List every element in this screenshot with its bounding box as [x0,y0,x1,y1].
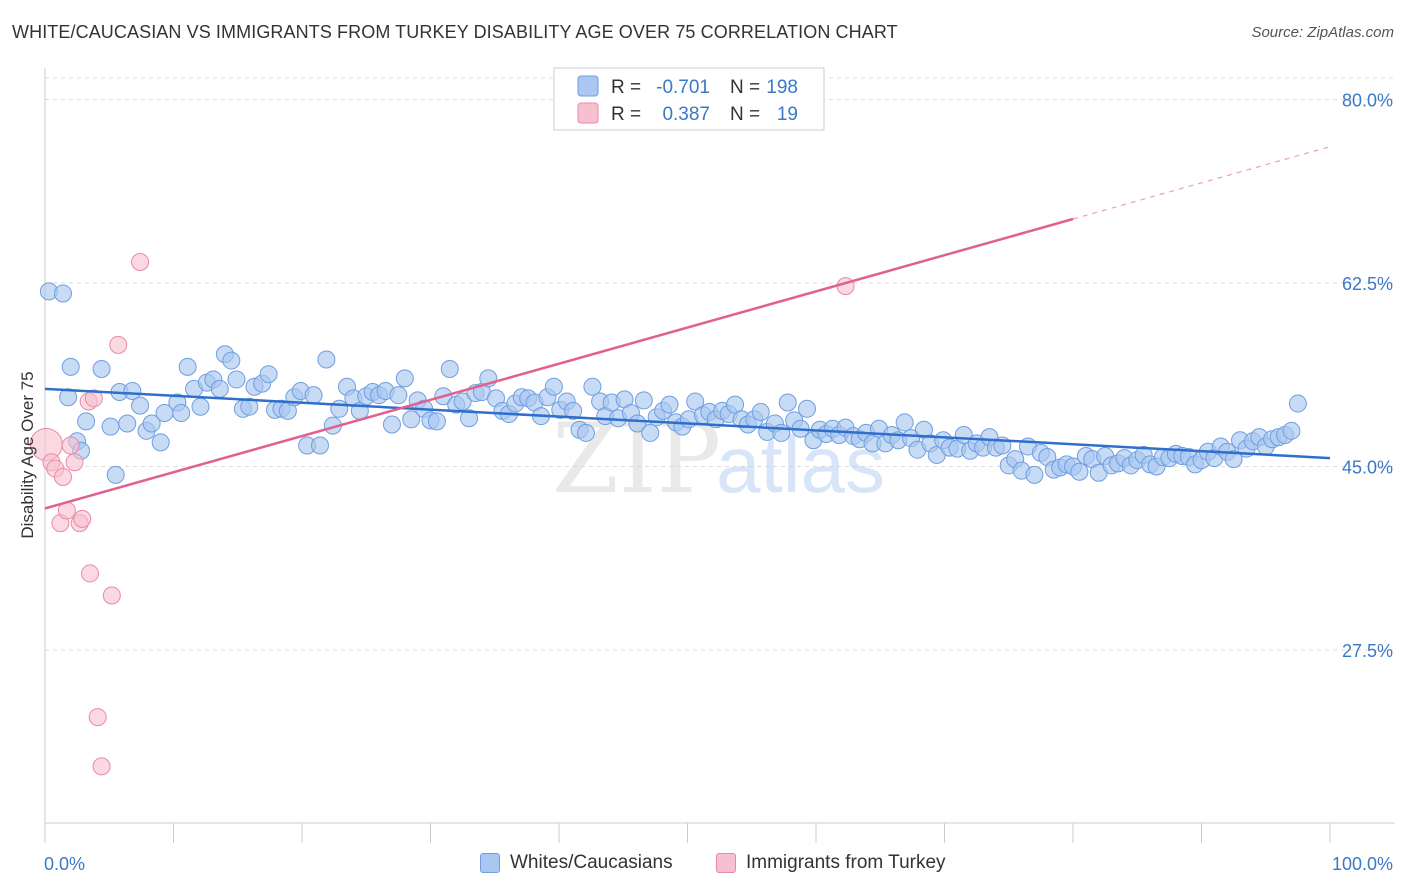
data-point-turkey [84,389,103,408]
data-point-whites [118,414,137,433]
trend-line-turkey-extension [1072,146,1331,220]
legend-n-label: N = [730,104,760,125]
y-tick-label: 62.5% [1342,274,1393,294]
data-point-whites [778,393,797,412]
data-point-whites [191,397,210,416]
data-point-whites [310,436,329,455]
data-point-whites [92,359,111,378]
grid-lines [45,77,1395,651]
trend-line-whites [44,387,1331,460]
data-point-whites [106,465,125,484]
trend-lines [44,146,1331,510]
legend-swatch-blue [577,75,599,97]
x-tick-label: 0.0% [44,854,85,874]
source-label: Source: ZipAtlas.com [1251,24,1394,41]
data-point-turkey [65,453,84,472]
legend-swatch-turkey [716,853,736,873]
data-point-whites [1070,462,1089,481]
data-point-whites [751,402,770,421]
data-point-turkey [109,335,128,354]
data-point-whites [317,350,336,369]
y-tick-label: 45.0% [1342,457,1393,477]
data-point-whites [172,403,191,422]
data-point-turkey [53,467,72,486]
data-point-whites [304,386,323,405]
data-point-whites [142,414,161,433]
data-point-whites [576,423,595,442]
data-point-whites [628,414,647,433]
data-point-whites [131,396,150,415]
data-point-whites [460,409,479,428]
data-point-whites [1025,465,1044,484]
data-point-whites [151,433,170,452]
data-point-whites [210,379,229,398]
data-point-whites [101,417,120,436]
data-point-whites [634,391,653,410]
y-tick-label: 80.0% [1342,90,1393,110]
data-point-whites [77,412,96,431]
legend-r-value: -0.701 [656,77,710,98]
data-point-whites [395,369,414,388]
legend-label-turkey: Immigrants from Turkey [746,852,946,873]
legend-n-label: N = [730,77,760,98]
axes [44,68,1395,843]
data-point-whites [222,351,241,370]
x-tick-label: 100.0% [1332,854,1393,874]
data-point-whites [59,388,78,407]
data-point-whites [583,377,602,396]
data-point-whites [544,377,563,396]
data-point-whites [440,359,459,378]
data-point-turkey [61,436,80,455]
data-point-whites [389,386,408,405]
data-point-turkey [88,708,107,727]
data-point-whites [660,395,679,414]
legend-swatch-pink [577,102,599,124]
legend-n-value: 198 [766,77,798,98]
data-point-whites [240,397,259,416]
series-turkey-points [29,252,855,776]
data-point-turkey [73,509,92,528]
data-point-whites [227,370,246,389]
legend-r-label: R = [611,77,641,98]
y-axis-label: Disability Age Over 75 [18,371,37,538]
data-point-whites [1288,394,1307,413]
y-tick-labels: 27.5% 45.0% 62.5% 80.0% [1342,90,1393,661]
legend-r-value: 0.387 [662,104,710,125]
data-point-whites [895,413,914,432]
data-point-turkey [92,757,111,776]
x-tick-labels: 0.0% 100.0% [44,854,1393,874]
bottom-legend: Whites/Caucasians Immigrants from Turkey [0,850,1406,880]
data-point-whites [259,365,278,384]
legend-r-label: R = [611,104,641,125]
legend-label-whites: Whites/Caucasians [510,852,673,873]
data-point-whites [798,399,817,418]
data-point-whites [53,284,72,303]
data-point-whites [402,410,421,429]
data-point-whites [61,357,80,376]
legend-swatch-whites [480,853,500,873]
data-point-whites [330,399,349,418]
legend-n-value: 19 [777,104,798,125]
data-point-whites [686,392,705,411]
trend-line-turkey [44,217,1074,510]
data-point-whites [564,401,583,420]
data-point-whites [1224,450,1243,469]
data-point-turkey [131,252,150,271]
data-point-turkey [80,564,99,583]
data-point-whites [178,357,197,376]
data-point-whites [453,392,472,411]
legend-item-whites: Whites/Caucasians [480,852,673,874]
y-tick-label: 27.5% [1342,641,1393,661]
chart-title: WHITE/CAUCASIAN VS IMMIGRANTS FROM TURKE… [12,22,898,42]
data-point-whites [382,415,401,434]
legend-item-turkey: Immigrants from Turkey [716,852,946,874]
data-point-whites [427,412,446,431]
correlation-legend: R = -0.701 N = 198 R = 0.387 N = 19 [553,67,825,131]
data-point-whites [1282,421,1301,440]
data-point-whites [123,381,142,400]
data-point-turkey [102,586,121,605]
data-point-whites [641,423,660,442]
